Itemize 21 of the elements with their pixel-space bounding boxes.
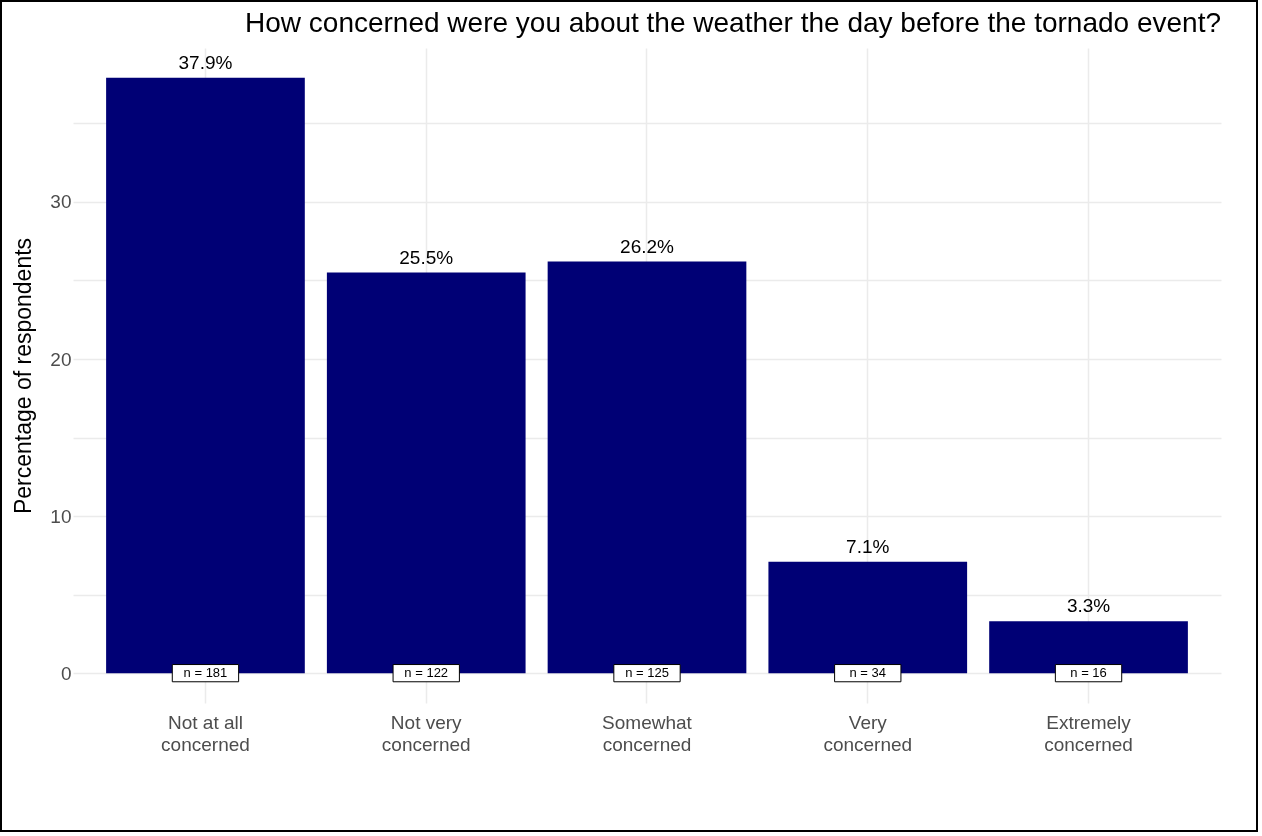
x-tick-label: Not at all concerned [161,711,250,755]
x-tick-label: Very concerned [823,711,913,755]
y-tick-label: 0 [60,662,72,684]
x-tick-label: Extremely concerned [1044,711,1133,755]
annotation: n = 181 [183,665,228,681]
data-label: 25.5% [399,246,454,268]
y-tick-label: 10 [50,505,72,527]
chart-title: How concerned were you about the weather the day before the tornado event? [245,7,1221,38]
data-label: 3.3% [1066,595,1111,617]
annotation: n = 34 [849,665,887,681]
annotation: n = 125 [625,665,669,681]
data-label: 26.2% [620,235,675,257]
x-tick-label: Somewhat concerned [602,711,693,755]
y-tick-label: 20 [50,348,72,370]
data-label: 37.9% [178,51,233,73]
annotation: n = 16 [1070,665,1107,681]
x-tick-label: Not very concerned [381,711,471,755]
y-tick-label: 30 [50,191,72,213]
data-label: 7.1% [846,535,890,557]
annotation: n = 122 [404,665,449,681]
y-axis-title: Percentage of respondents [10,237,37,515]
